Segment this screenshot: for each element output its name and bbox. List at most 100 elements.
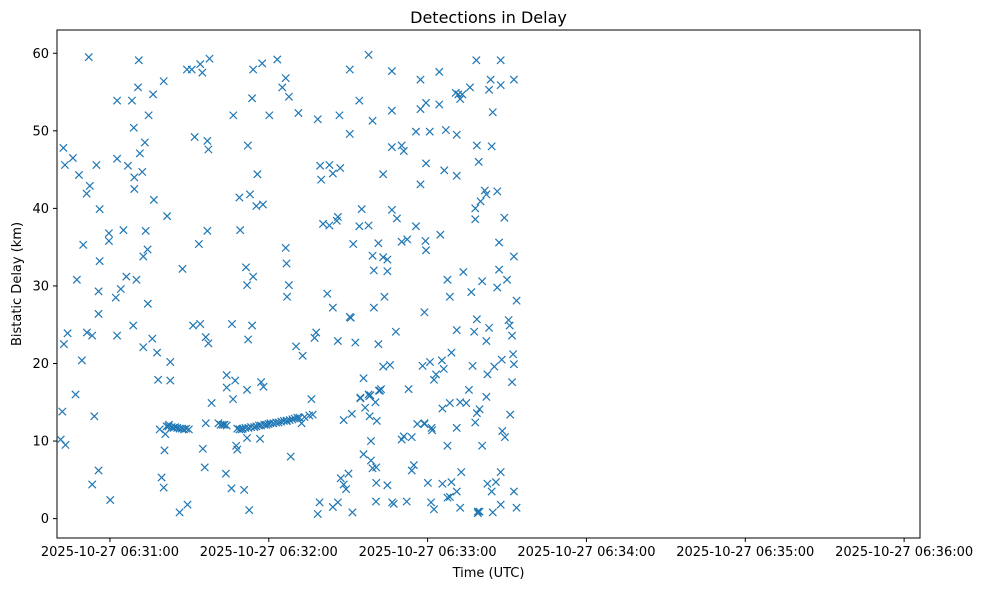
data-point bbox=[482, 392, 491, 401]
data-point bbox=[458, 90, 467, 99]
data-point bbox=[196, 60, 205, 69]
data-point bbox=[379, 170, 388, 179]
data-point bbox=[250, 422, 259, 432]
data-point bbox=[439, 364, 448, 374]
data-point bbox=[149, 195, 159, 204]
data-point bbox=[249, 65, 258, 74]
data-point bbox=[317, 175, 326, 184]
data-point bbox=[71, 390, 80, 399]
data-point bbox=[85, 181, 94, 191]
x-tick-label: 2025-10-27 06:35:00 bbox=[676, 545, 814, 560]
data-point bbox=[426, 498, 436, 507]
data-point bbox=[402, 497, 411, 506]
data-point bbox=[423, 478, 433, 488]
data-point bbox=[152, 348, 162, 357]
data-point bbox=[282, 416, 292, 426]
data-point bbox=[166, 357, 175, 367]
data-point bbox=[58, 407, 67, 416]
data-point bbox=[155, 425, 164, 434]
y-axis: 0 10 20 30 40 50 60 bbox=[32, 47, 57, 527]
data-point bbox=[170, 422, 180, 432]
data-point bbox=[315, 498, 324, 507]
data-point bbox=[308, 410, 317, 419]
data-point bbox=[104, 229, 114, 238]
data-point bbox=[345, 65, 354, 74]
data-point bbox=[387, 106, 397, 115]
data-point bbox=[468, 361, 477, 370]
data-point bbox=[421, 98, 431, 108]
data-point bbox=[82, 328, 92, 337]
data-point bbox=[255, 434, 265, 443]
data-point bbox=[242, 433, 252, 443]
data-point bbox=[452, 487, 461, 496]
data-point bbox=[144, 111, 153, 120]
data-point bbox=[122, 272, 131, 281]
data-point bbox=[452, 171, 461, 180]
data-point bbox=[357, 205, 366, 214]
data-point bbox=[95, 205, 104, 214]
data-point bbox=[74, 170, 84, 180]
data-point bbox=[160, 446, 169, 455]
data-point bbox=[500, 213, 509, 222]
data-point bbox=[148, 334, 157, 343]
data-point bbox=[425, 127, 434, 136]
data-point bbox=[366, 391, 375, 400]
y-tick-label: 0 bbox=[41, 512, 49, 527]
data-point bbox=[222, 383, 231, 392]
data-point bbox=[325, 160, 334, 170]
data-point bbox=[483, 479, 492, 488]
data-point bbox=[183, 500, 192, 509]
data-point bbox=[509, 75, 519, 84]
data-point bbox=[482, 190, 491, 199]
data-point bbox=[471, 204, 480, 213]
data-point bbox=[484, 85, 494, 94]
data-point bbox=[240, 485, 249, 495]
data-point bbox=[445, 292, 454, 301]
data-point bbox=[427, 423, 436, 432]
data-point bbox=[404, 384, 413, 394]
data-point bbox=[325, 221, 334, 230]
data-point bbox=[421, 236, 430, 246]
data-point bbox=[201, 419, 210, 428]
data-point bbox=[184, 425, 193, 434]
data-point bbox=[369, 266, 378, 275]
data-point bbox=[222, 421, 231, 430]
data-point bbox=[291, 342, 301, 351]
data-point bbox=[473, 507, 483, 516]
data-point bbox=[242, 281, 252, 290]
data-point bbox=[134, 56, 143, 65]
data-point bbox=[336, 474, 345, 483]
data-point bbox=[387, 142, 397, 152]
data-point bbox=[94, 466, 103, 475]
data-point bbox=[274, 418, 283, 427]
data-point bbox=[409, 460, 418, 470]
data-point bbox=[178, 264, 187, 274]
data-point bbox=[140, 138, 150, 147]
data-point bbox=[371, 398, 380, 407]
data-point bbox=[374, 339, 383, 349]
data-point bbox=[258, 200, 268, 209]
data-point bbox=[106, 495, 115, 505]
data-point bbox=[245, 190, 255, 199]
data-point bbox=[475, 507, 484, 516]
data-point bbox=[459, 267, 468, 277]
data-point bbox=[346, 313, 355, 322]
data-point bbox=[187, 65, 196, 74]
data-point bbox=[392, 214, 402, 223]
data-point bbox=[242, 385, 252, 394]
data-point bbox=[443, 275, 452, 284]
data-point bbox=[376, 384, 386, 394]
data-point bbox=[494, 265, 504, 274]
data-point bbox=[333, 498, 342, 507]
y-tick-label: 30 bbox=[32, 279, 49, 294]
data-point bbox=[164, 422, 173, 431]
data-point bbox=[351, 338, 360, 347]
data-point bbox=[484, 323, 494, 332]
data-point bbox=[364, 221, 373, 230]
data-point bbox=[472, 409, 481, 418]
data-point bbox=[498, 426, 507, 436]
data-point bbox=[447, 478, 456, 487]
data-point bbox=[132, 275, 141, 284]
data-point bbox=[79, 240, 88, 249]
data-point bbox=[241, 263, 251, 272]
